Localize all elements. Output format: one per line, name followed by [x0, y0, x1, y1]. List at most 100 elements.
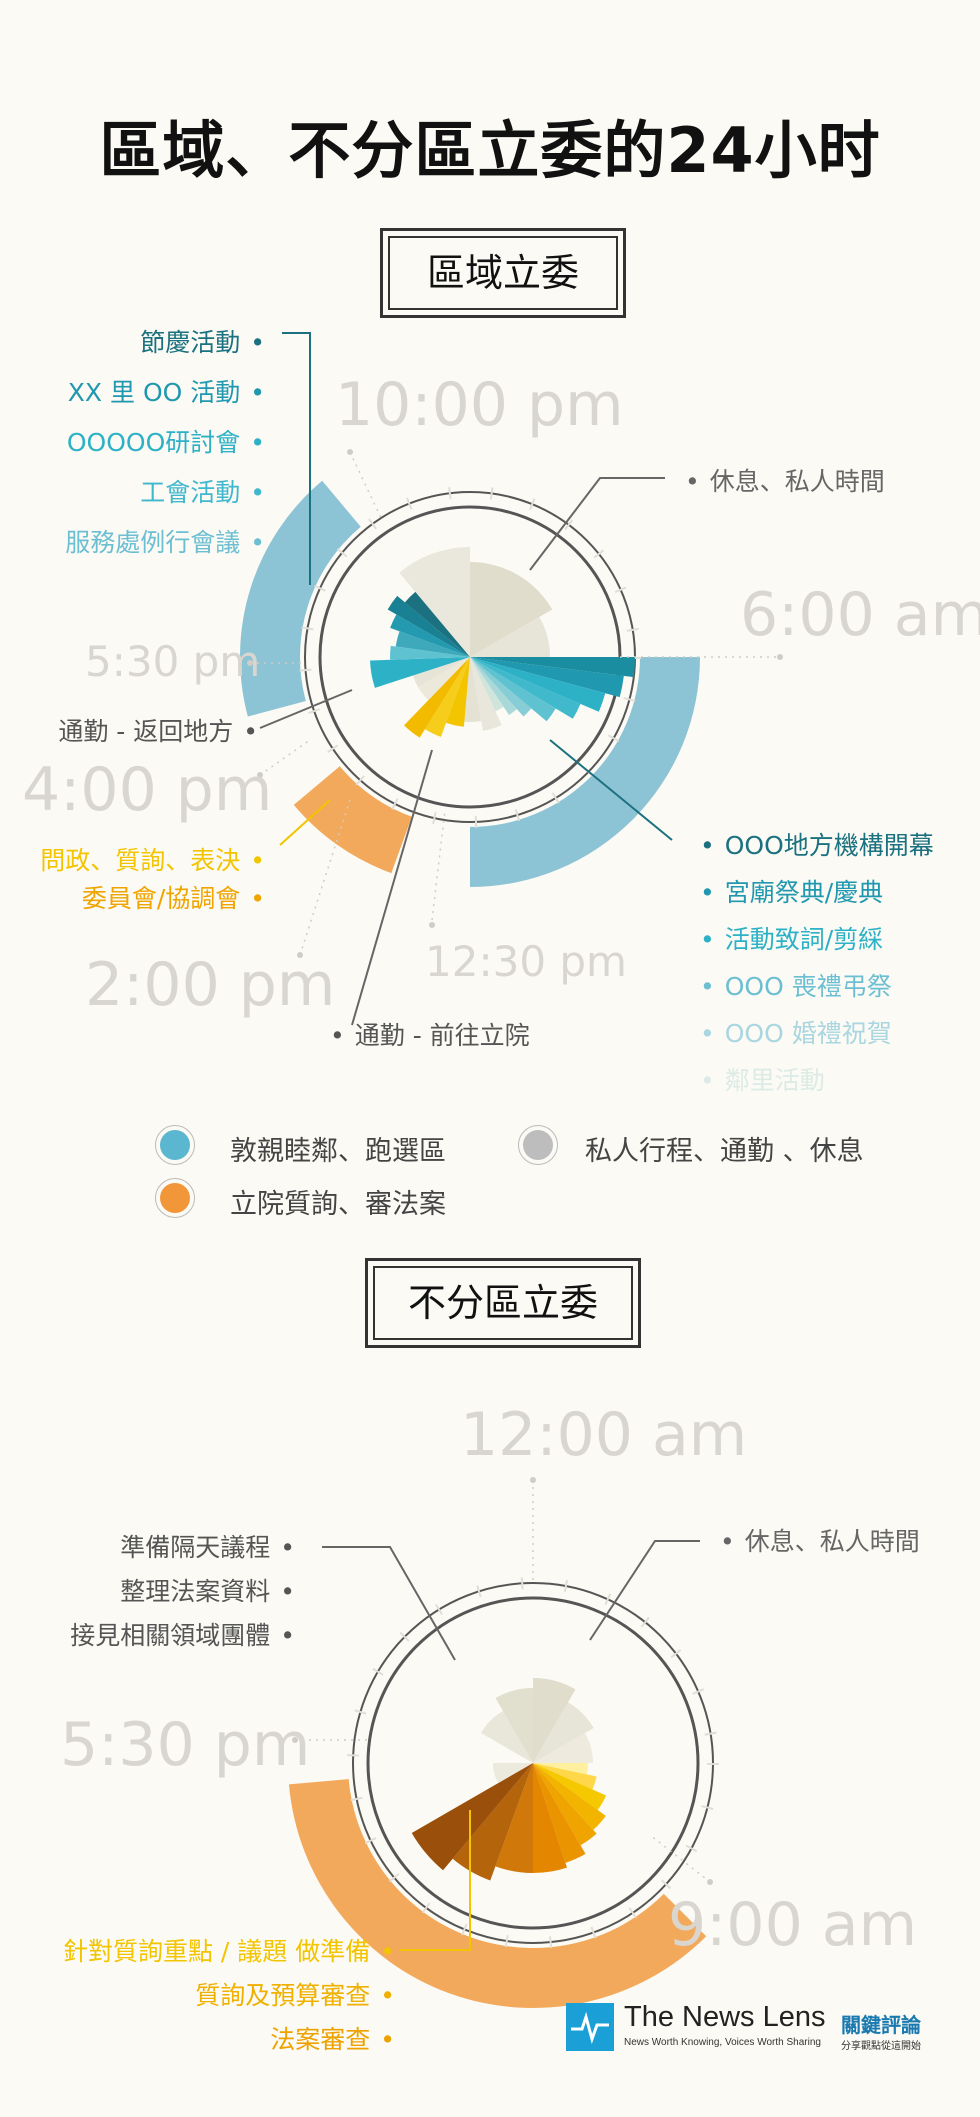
- time-label-2pm: 2:00 pm: [85, 950, 336, 1020]
- atlarge-bottom-labels: 針對質詢重點 / 議題 做準備 • 質詢及預算審查 • 法案審查 •: [63, 1930, 405, 2062]
- clock-wedge-23: [404, 591, 470, 657]
- legend-orange-marker: [155, 1178, 195, 1218]
- arc-blue-morning: [470, 657, 700, 887]
- clock-wedge-20: [395, 631, 470, 657]
- label-prepare-agenda: 準備隔天議程 •: [120, 1533, 295, 1562]
- clock2-wedge-4: [495, 1688, 533, 1763]
- logo-tagline-cn: 分享觀點從這開始: [841, 2041, 921, 2052]
- arc-blue-evening: [239, 480, 361, 717]
- clock-wedge-13: [446, 657, 470, 727]
- clock2-wedge-13: [452, 1763, 533, 1881]
- clock2-wedge-11: [533, 1763, 567, 1873]
- label-meet-groups: 接見相關領域團體 •: [70, 1621, 295, 1650]
- label-rest-1: • 休息、私人時間: [685, 467, 885, 496]
- time-label-530pm: 5:30 pm: [85, 637, 261, 686]
- atlarge-left-labels: 準備隔天議程 • 整理法案資料 • 接見相關領域團體 •: [70, 1526, 305, 1658]
- label-questioning: 問政、質詢、表決 •: [40, 846, 265, 875]
- label-prep-questioning: 針對質詢重點 / 議題 做準備 •: [62, 1937, 395, 1966]
- time-label-530pm-2: 5:30 pm: [60, 1710, 311, 1780]
- label-speech: • 活動致詞/剪綵: [700, 925, 884, 954]
- logo-cn: 關鍵評論: [841, 2013, 921, 2037]
- label-budget-review: 質詢及預算審查 •: [195, 1981, 395, 2010]
- clock-wedge-6: [470, 657, 581, 719]
- label-neighborhood: • 鄰里活動: [700, 1066, 825, 1095]
- district-left-labels: 節慶活動 • XX 里 OO 活動 • OOOOO研討會 • 工會活動 • 服務處例行會…: [65, 318, 275, 568]
- label-union: 工會活動 •: [140, 478, 265, 507]
- clock-wedge-21: [390, 614, 470, 657]
- section-heading-atlarge: 不分區立委: [365, 1258, 641, 1348]
- label-village-event: XX 里 OO 活動 •: [67, 378, 265, 407]
- section-heading-district: 區域立委: [380, 228, 626, 318]
- label-opening: • OOO地方機構開幕: [700, 831, 934, 860]
- logo-tagline: News Worth Knowing, Voices Worth Sharing: [624, 2037, 821, 2048]
- time-label-1230pm: 12:30 pm: [425, 937, 627, 986]
- clock-wedge-18: [370, 657, 470, 688]
- clock-wedge-17: [412, 657, 470, 687]
- clock2-wedge-7: [533, 1763, 607, 1811]
- label-office-meeting: 服務處例行會議 •: [65, 528, 265, 557]
- leader-lines-1: [282, 332, 673, 841]
- time-label-10pm: 10:00 pm: [335, 370, 624, 440]
- clock-wedge-3: [470, 657, 635, 678]
- clock-wedge-8: [470, 657, 532, 717]
- label-festival: 節慶活動 •: [140, 328, 265, 357]
- arc-orange-2: [288, 1779, 707, 2008]
- label-commute-back: 通勤 - 返回地方 •: [58, 717, 258, 746]
- section-heading-district-text: 區域立委: [388, 236, 618, 310]
- clock2-wedge-3: [481, 1711, 533, 1763]
- inner-clock-ring-2: [366, 1596, 700, 1930]
- clock2-wedge-6: [533, 1763, 597, 1790]
- label-bill-review: 法案審查 •: [270, 2025, 395, 2054]
- clock-wedge-14: [424, 657, 470, 737]
- clock2-wedge-0: [533, 1678, 576, 1763]
- legend-grey-marker: [518, 1125, 558, 1165]
- clock-wedge-10: [470, 657, 504, 712]
- clock2-wedge-15: [493, 1763, 533, 1783]
- legend-grey-text: 私人行程、通勤 、休息: [585, 1136, 864, 1167]
- clock-wedge-16: [418, 657, 470, 701]
- clock2-wedge-1: [533, 1702, 594, 1763]
- clock2-wedge-14: [411, 1763, 533, 1871]
- clock2-wedge-8: [533, 1763, 606, 1830]
- news-lens-logo: The News Lens 關鍵評論 News Worth Knowing, V…: [566, 2001, 966, 2053]
- label-committee: 委員會/協調會 •: [81, 884, 265, 913]
- label-organize-bills: 整理法案資料 •: [120, 1577, 295, 1606]
- label-commute-go: • 通勤 - 前往立院: [330, 1021, 530, 1050]
- label-funeral: • OOO 喪禮弔祭: [700, 972, 892, 1001]
- clock-wedge-7: [470, 657, 556, 722]
- clock-wedge-15: [404, 657, 470, 738]
- section-heading-atlarge-text: 不分區立委: [373, 1266, 633, 1340]
- time-label-6am: 6:00 am: [740, 580, 980, 650]
- time-label-4pm: 4:00 pm: [22, 755, 273, 825]
- clock2-wedge-12: [495, 1763, 533, 1873]
- clock-wedge-5: [470, 657, 606, 712]
- clock2-wedge-2: [533, 1733, 593, 1763]
- label-seminar: OOOOO研討會 •: [66, 428, 265, 457]
- district-right-labels: • OOO地方機構開幕 • 宮廟祭典/慶典 • 活動致詞/剪綵 • OOO 喪禮弔祭 •…: [690, 822, 934, 1104]
- clock-wedge-12: [464, 657, 482, 722]
- clock-wedge-1: [399, 547, 470, 657]
- logo-icon: [566, 2003, 614, 2051]
- logo-name: The News Lens: [624, 2001, 826, 2033]
- clock2-wedge-10: [533, 1763, 586, 1863]
- legend-blue-marker: [155, 1125, 195, 1165]
- arc-orange-afternoon: [293, 766, 412, 874]
- clock-wedge-9: [470, 657, 517, 716]
- clock-wedge-22: [387, 595, 470, 657]
- legend-blue-text: 敦親睦鄰、跑選區: [230, 1136, 446, 1167]
- clock-wedge-2: [470, 617, 550, 657]
- clock-wedge-4: [470, 657, 624, 698]
- page-title: 區域、不分區立委的24小时: [99, 114, 881, 187]
- time-label-12am: 12:00 am: [460, 1400, 748, 1470]
- legend-orange-text: 立院質詢、審法案: [230, 1189, 446, 1220]
- clock2-wedge-5: [533, 1763, 588, 1775]
- clock2-wedge-9: [533, 1763, 597, 1846]
- clock-wedge-0: [470, 562, 553, 657]
- time-label-9am: 9:00 am: [668, 1890, 918, 1960]
- district-legislature-labels: 問政、質詢、表決 • 委員會/協調會 •: [40, 842, 275, 918]
- label-temple: • 宮廟祭典/慶典: [700, 878, 884, 907]
- clock-wedge-11: [470, 657, 502, 731]
- label-rest-2: • 休息、私人時間: [720, 1527, 920, 1556]
- label-wedding: • OOO 婚禮祝賀: [700, 1019, 892, 1048]
